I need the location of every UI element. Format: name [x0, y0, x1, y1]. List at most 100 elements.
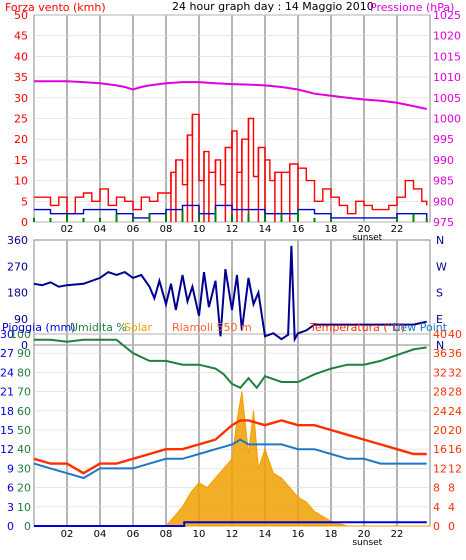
sunset-label: sunset — [352, 233, 382, 243]
rain-tick-label: 18 — [0, 405, 14, 418]
temperature-tick-label: 20 — [433, 424, 447, 437]
humidity-axis-title: Umidita % — [70, 321, 127, 334]
humidity-tick-label: 0 — [24, 520, 31, 533]
time-tick-label: 12 — [226, 224, 239, 235]
pressure-tick-label: 1025 — [433, 9, 461, 22]
time-tick-label: 22 — [391, 224, 404, 235]
wind-tick-label: 15 — [14, 154, 28, 167]
pressure-tick-label: 975 — [433, 216, 454, 229]
pressure-axis-title: Pressione (hPa) — [370, 1, 454, 14]
humidity-tick-label: 100 — [10, 328, 31, 341]
rain-tick-label: 30 — [0, 328, 14, 341]
time-tick-label: 10 — [193, 529, 206, 540]
time-tick-label: 06 — [127, 529, 140, 540]
dew-point-tick-label: 20 — [448, 424, 462, 437]
sunset-label: sunset — [352, 538, 382, 548]
temperature-tick-label: 24 — [433, 405, 447, 418]
compass-tick-label: W — [436, 260, 447, 273]
wind-tick-label: 25 — [14, 113, 28, 126]
dew-point-tick-label: 32 — [448, 366, 462, 379]
rain-tick-label: 24 — [0, 366, 14, 379]
dew-point-axis-title: Dew Point — [392, 321, 448, 334]
humidity-tick-label: 40 — [17, 443, 31, 456]
rain-axis-title: Pioggia (mm) — [2, 321, 75, 334]
direction-tick-label: 180 — [7, 287, 28, 300]
tick-labels: 5045403530252015105010251020101510101005… — [0, 9, 462, 548]
time-tick-label: 02 — [61, 529, 74, 540]
dew-point-tick-label: 12 — [448, 462, 462, 475]
pressure-tick-label: 980 — [433, 195, 454, 208]
compass-tick-label: N — [436, 234, 444, 247]
temperature-tick-label: 40 — [433, 328, 447, 341]
time-tick-label: 14 — [259, 529, 272, 540]
temperature-tick-label: 8 — [433, 482, 440, 495]
temperature-tick-label: 28 — [433, 386, 447, 399]
solar-legend-label: Solar — [124, 321, 153, 334]
humidity-tick-label: 80 — [17, 366, 31, 379]
wind-tick-label: 30 — [14, 92, 28, 105]
humidity-tick-label: 70 — [17, 386, 31, 399]
compass-tick-label: N — [436, 339, 444, 352]
rain-tick-label: 21 — [0, 386, 14, 399]
pressure-tick-label: 995 — [433, 133, 454, 146]
page-title: 24 hour graph day : 14 Maggio 2010 — [172, 0, 374, 13]
solar-area-path — [34, 391, 430, 527]
time-tick-label: 18 — [325, 529, 338, 540]
pressure-tick-label: 1005 — [433, 92, 461, 105]
direction-tick-label: 270 — [7, 260, 28, 273]
pressure-tick-label: 1010 — [433, 71, 461, 84]
direction-tick-label: 360 — [7, 234, 28, 247]
time-tick-label: 22 — [391, 529, 404, 540]
temperature-tick-label: 4 — [433, 501, 440, 514]
direction-line — [33, 245, 427, 343]
time-tick-label: 20 — [358, 529, 371, 540]
dew-point-tick-label: 36 — [448, 347, 462, 360]
wind-tick-label: 35 — [14, 71, 28, 84]
dew-point-tick-label: 0 — [448, 520, 455, 533]
time-tick-label: 16 — [292, 224, 305, 235]
series-lines — [33, 80, 428, 527]
dew-point-tick-label: 24 — [448, 405, 462, 418]
humidity-tick-label: 50 — [17, 424, 31, 437]
pressure-tick-label: 990 — [433, 154, 454, 167]
time-tick-label: 14 — [259, 224, 272, 235]
time-tick-label: 08 — [160, 224, 173, 235]
time-tick-label: 10 — [193, 224, 206, 235]
time-tick-label: 08 — [160, 529, 173, 540]
time-tick-label: 12 — [226, 529, 239, 540]
temperature-tick-label: 36 — [433, 347, 447, 360]
time-tick-label: 04 — [94, 529, 107, 540]
rain-tick-label: 3 — [7, 501, 14, 514]
rain-line — [34, 521, 427, 527]
grid-lines — [34, 14, 430, 527]
pressure-tick-label: 1000 — [433, 113, 461, 126]
temperature-tick-label: 32 — [433, 366, 447, 379]
time-tick-label: 06 — [127, 224, 140, 235]
wind-tick-label: 40 — [14, 50, 28, 63]
wind-tick-label: 5 — [21, 195, 28, 208]
dew-point-tick-label: 28 — [448, 386, 462, 399]
humidity-line — [34, 338, 427, 390]
compass-tick-label: E — [436, 313, 443, 326]
pressure-tick-label: 1015 — [433, 50, 461, 63]
time-tick-label: 18 — [325, 224, 338, 235]
dew-point-tick-label: 4 — [448, 501, 455, 514]
wind-average-line — [34, 204, 428, 219]
wind-axis-title: Forza vento (kmh) — [5, 1, 106, 14]
time-tick-label: 16 — [292, 529, 305, 540]
rain-tick-label: 6 — [7, 482, 14, 495]
time-tick-label: 04 — [94, 224, 107, 235]
humidity-tick-label: 30 — [17, 462, 31, 475]
time-tick-label: 20 — [358, 224, 371, 235]
pressure-line — [34, 80, 427, 110]
wind-tick-label: 50 — [14, 9, 28, 22]
compass-tick-label: S — [436, 287, 443, 300]
dew-point-line — [33, 438, 427, 480]
station-label: Riamoli 550 m — [172, 321, 252, 334]
wind-tick-label: 0 — [21, 216, 28, 229]
rain-tick-label: 9 — [7, 462, 14, 475]
dew-point-tick-label: 8 — [448, 482, 455, 495]
pressure-tick-label: 1020 — [433, 30, 461, 43]
dew-point-tick-label: 16 — [448, 443, 462, 456]
